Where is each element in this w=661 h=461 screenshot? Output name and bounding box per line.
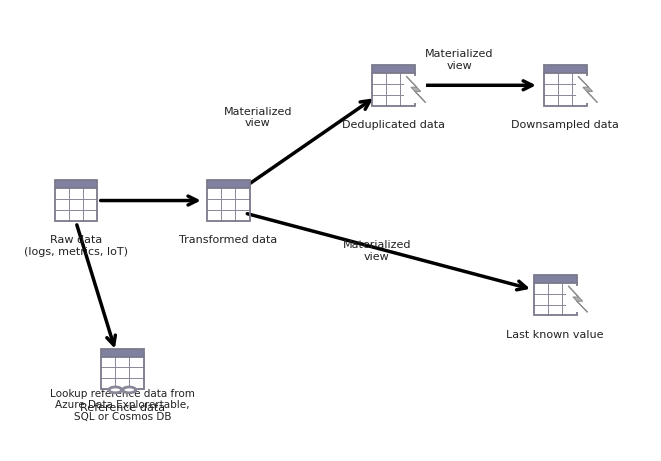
Text: Materialized
view: Materialized view	[342, 241, 411, 262]
Bar	[55, 180, 98, 221]
Text: Materialized
view: Materialized view	[425, 49, 494, 71]
Bar	[100, 349, 143, 357]
Bar	[534, 275, 577, 315]
Text: Lookup reference data from
Azure Data Explorertable,
SQL or Cosmos DB: Lookup reference data from Azure Data Ex…	[50, 389, 195, 422]
Bar	[405, 76, 426, 102]
Text: Transformed data: Transformed data	[179, 235, 277, 245]
Text: Raw data
(logs, metrics, IoT): Raw data (logs, metrics, IoT)	[24, 235, 128, 257]
Text: Reference data: Reference data	[80, 403, 165, 414]
Text: Downsampled data: Downsampled data	[511, 120, 619, 130]
Bar	[543, 65, 587, 106]
Text: Materialized
view: Materialized view	[223, 107, 292, 128]
Text: Deduplicated data: Deduplicated data	[342, 120, 445, 130]
Bar	[100, 349, 143, 389]
Ellipse shape	[109, 387, 122, 393]
Bar	[206, 180, 250, 189]
Bar	[55, 180, 98, 221]
Bar	[576, 76, 598, 102]
Polygon shape	[568, 286, 588, 312]
Text: Last known value: Last known value	[506, 330, 604, 340]
Bar	[566, 286, 588, 312]
Bar	[534, 275, 577, 315]
Bar	[543, 65, 587, 73]
Bar	[100, 349, 143, 389]
Polygon shape	[406, 76, 426, 102]
Bar	[371, 65, 415, 106]
Bar	[371, 65, 415, 73]
Bar	[55, 180, 98, 189]
Polygon shape	[578, 76, 598, 102]
Bar	[206, 180, 250, 221]
Bar	[543, 65, 587, 106]
Bar	[206, 180, 250, 221]
Bar	[534, 275, 577, 283]
Ellipse shape	[123, 387, 136, 393]
Bar	[371, 65, 415, 106]
